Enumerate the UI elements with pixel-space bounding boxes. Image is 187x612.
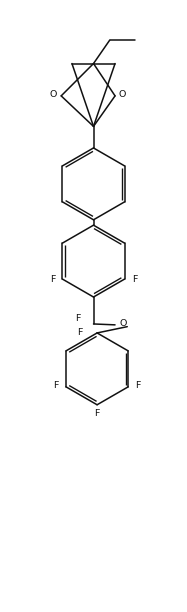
Text: O: O [50,91,57,100]
Text: F: F [94,409,100,418]
Text: F: F [53,381,59,390]
Text: O: O [119,319,127,329]
Text: F: F [135,381,141,390]
Text: F: F [132,275,137,283]
Text: F: F [76,314,81,323]
Text: O: O [119,91,126,100]
Text: F: F [77,327,83,337]
Text: F: F [50,275,55,283]
